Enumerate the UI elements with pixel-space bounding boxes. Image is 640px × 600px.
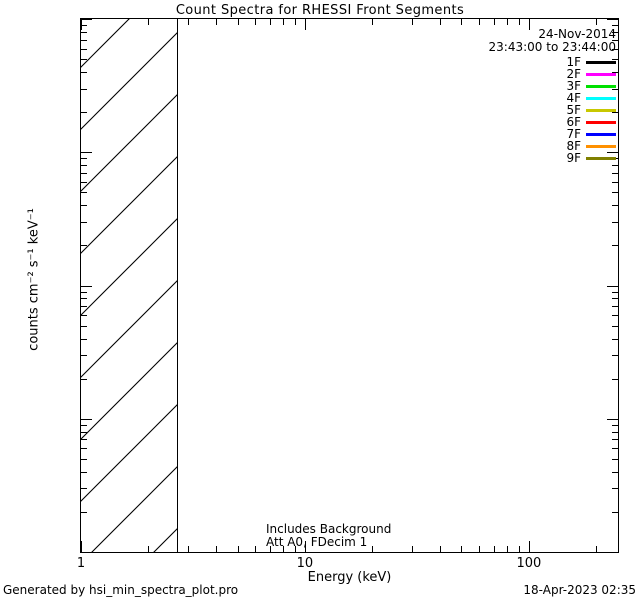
footer-timestamp: 18-Apr-2023 02:35 [523, 583, 636, 597]
legend-entry-label: 1F [566, 55, 581, 69]
legend-color-swatch [586, 60, 616, 64]
legend-color-swatch [586, 156, 616, 160]
legend-entry[interactable]: 9F [440, 152, 620, 164]
hatched-band-boundary [177, 19, 178, 552]
legend-entry-label: 5F [566, 103, 581, 117]
legend-color-swatch [586, 132, 616, 136]
legend-entry[interactable]: 2F [440, 68, 620, 80]
y-axis-title: counts cm⁻² s⁻¹ keV⁻¹ [26, 208, 42, 351]
legend-time-range: 23:43:00 to 23:44:00 [488, 40, 616, 54]
x-axis-title: Energy (keV) [307, 570, 392, 585]
x-tick-label: 100 [516, 556, 542, 571]
legend-color-swatch [586, 84, 616, 88]
legend-entry[interactable]: 8F [440, 140, 620, 152]
x-tick-label: 1 [76, 556, 86, 571]
legend-entry[interactable]: 5F [440, 104, 620, 116]
legend-entry[interactable]: 3F [440, 80, 620, 92]
annotation-background: Includes Background [266, 522, 392, 536]
x-tick-label: 10 [296, 556, 314, 571]
annotation-attenuator: Att A0, FDecim 1 [266, 535, 368, 549]
legend-entry-label: 4F [566, 91, 581, 105]
page-title: Count Spectra for RHESSI Front Segments [175, 3, 465, 18]
legend-entry[interactable]: 7F [440, 128, 620, 140]
hatched-energy-band [81, 19, 178, 552]
legend-color-swatch [586, 108, 616, 112]
legend-entry[interactable]: 1F [440, 56, 620, 68]
legend-color-swatch [586, 96, 616, 100]
plot-frame: Includes Background Att A0, FDecim 1 [80, 18, 619, 553]
legend-entry-label: 9F [566, 151, 581, 165]
legend-color-swatch [586, 72, 616, 76]
legend-color-swatch [586, 120, 616, 124]
legend-entry[interactable]: 4F [440, 92, 620, 104]
legend-color-swatch [586, 144, 616, 148]
legend-entry-label: 2F [566, 67, 581, 81]
footer-generator: Generated by hsi_min_spectra_plot.pro [3, 583, 239, 597]
legend-entry-label: 7F [566, 127, 581, 141]
legend-entry[interactable]: 6F [440, 116, 620, 128]
legend-entry-label: 3F [566, 79, 581, 93]
legend: 24-Nov-2014 23:43:00 to 23:44:00 1F 2F 3F 4… [440, 28, 620, 164]
legend-entries: 1F 2F 3F 4F 5F 6F 7F 8F 9F [440, 56, 620, 164]
legend-entry-label: 6F [566, 115, 581, 129]
legend-entry-label: 8F [566, 139, 581, 153]
legend-date: 24-Nov-2014 [538, 27, 616, 41]
